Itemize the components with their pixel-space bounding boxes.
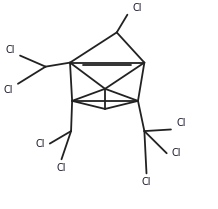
Text: Cl: Cl bbox=[142, 177, 151, 187]
Text: Cl: Cl bbox=[133, 3, 142, 13]
Text: Cl: Cl bbox=[35, 139, 44, 149]
Text: Cl: Cl bbox=[57, 163, 66, 173]
Text: Cl: Cl bbox=[172, 148, 182, 158]
Text: Cl: Cl bbox=[3, 85, 13, 95]
Text: Cl: Cl bbox=[176, 119, 186, 129]
Text: Cl: Cl bbox=[5, 45, 15, 55]
